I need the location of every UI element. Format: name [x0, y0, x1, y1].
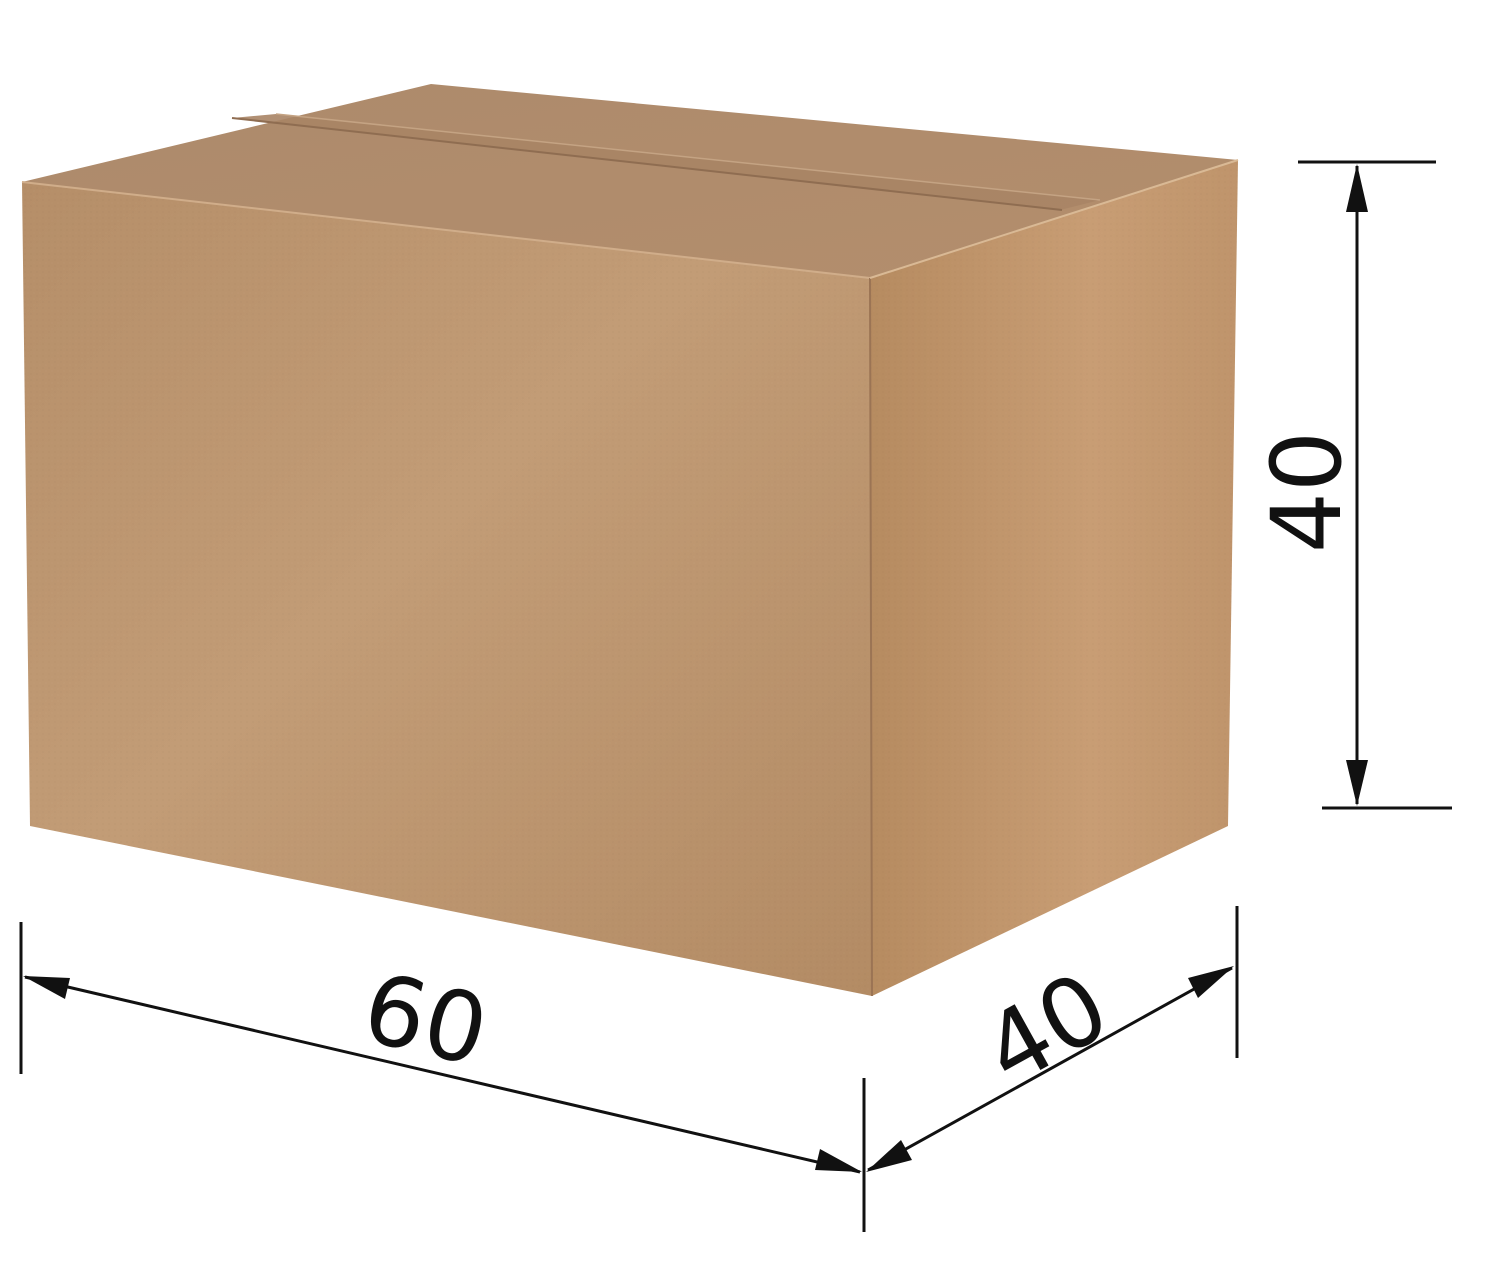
- width-dimension-line: [867, 966, 1233, 1172]
- cardboard-box: [21, 84, 1239, 997]
- height-arrow-bottom: [1346, 760, 1368, 806]
- length-arrow-left: [23, 976, 70, 999]
- width-label: 40: [965, 951, 1126, 1108]
- box-top-face: [22, 84, 1238, 278]
- box-side-texture: [870, 160, 1238, 996]
- box-front-texture: [22, 182, 872, 996]
- length-arrow-right: [815, 1149, 862, 1172]
- box-corner-edge: [869, 277, 873, 997]
- box-top-seam-line: [231, 117, 1063, 211]
- box-side-top-edge: [869, 159, 1239, 279]
- box-top-flap-seam: [232, 114, 1100, 210]
- width-arrow-right: [1188, 966, 1234, 998]
- height-arrow-top: [1346, 164, 1368, 212]
- height-label: 40: [1251, 431, 1363, 553]
- length-dimension-line: [24, 975, 861, 1174]
- length-dimension: 60: [19, 922, 866, 1232]
- box-front-top-edge: [21, 181, 871, 279]
- width-arrow-left: [866, 1140, 912, 1172]
- box-top-seam-line-2: [275, 113, 1101, 201]
- height-dimension: 40: [1251, 160, 1452, 810]
- length-label: 60: [353, 952, 497, 1089]
